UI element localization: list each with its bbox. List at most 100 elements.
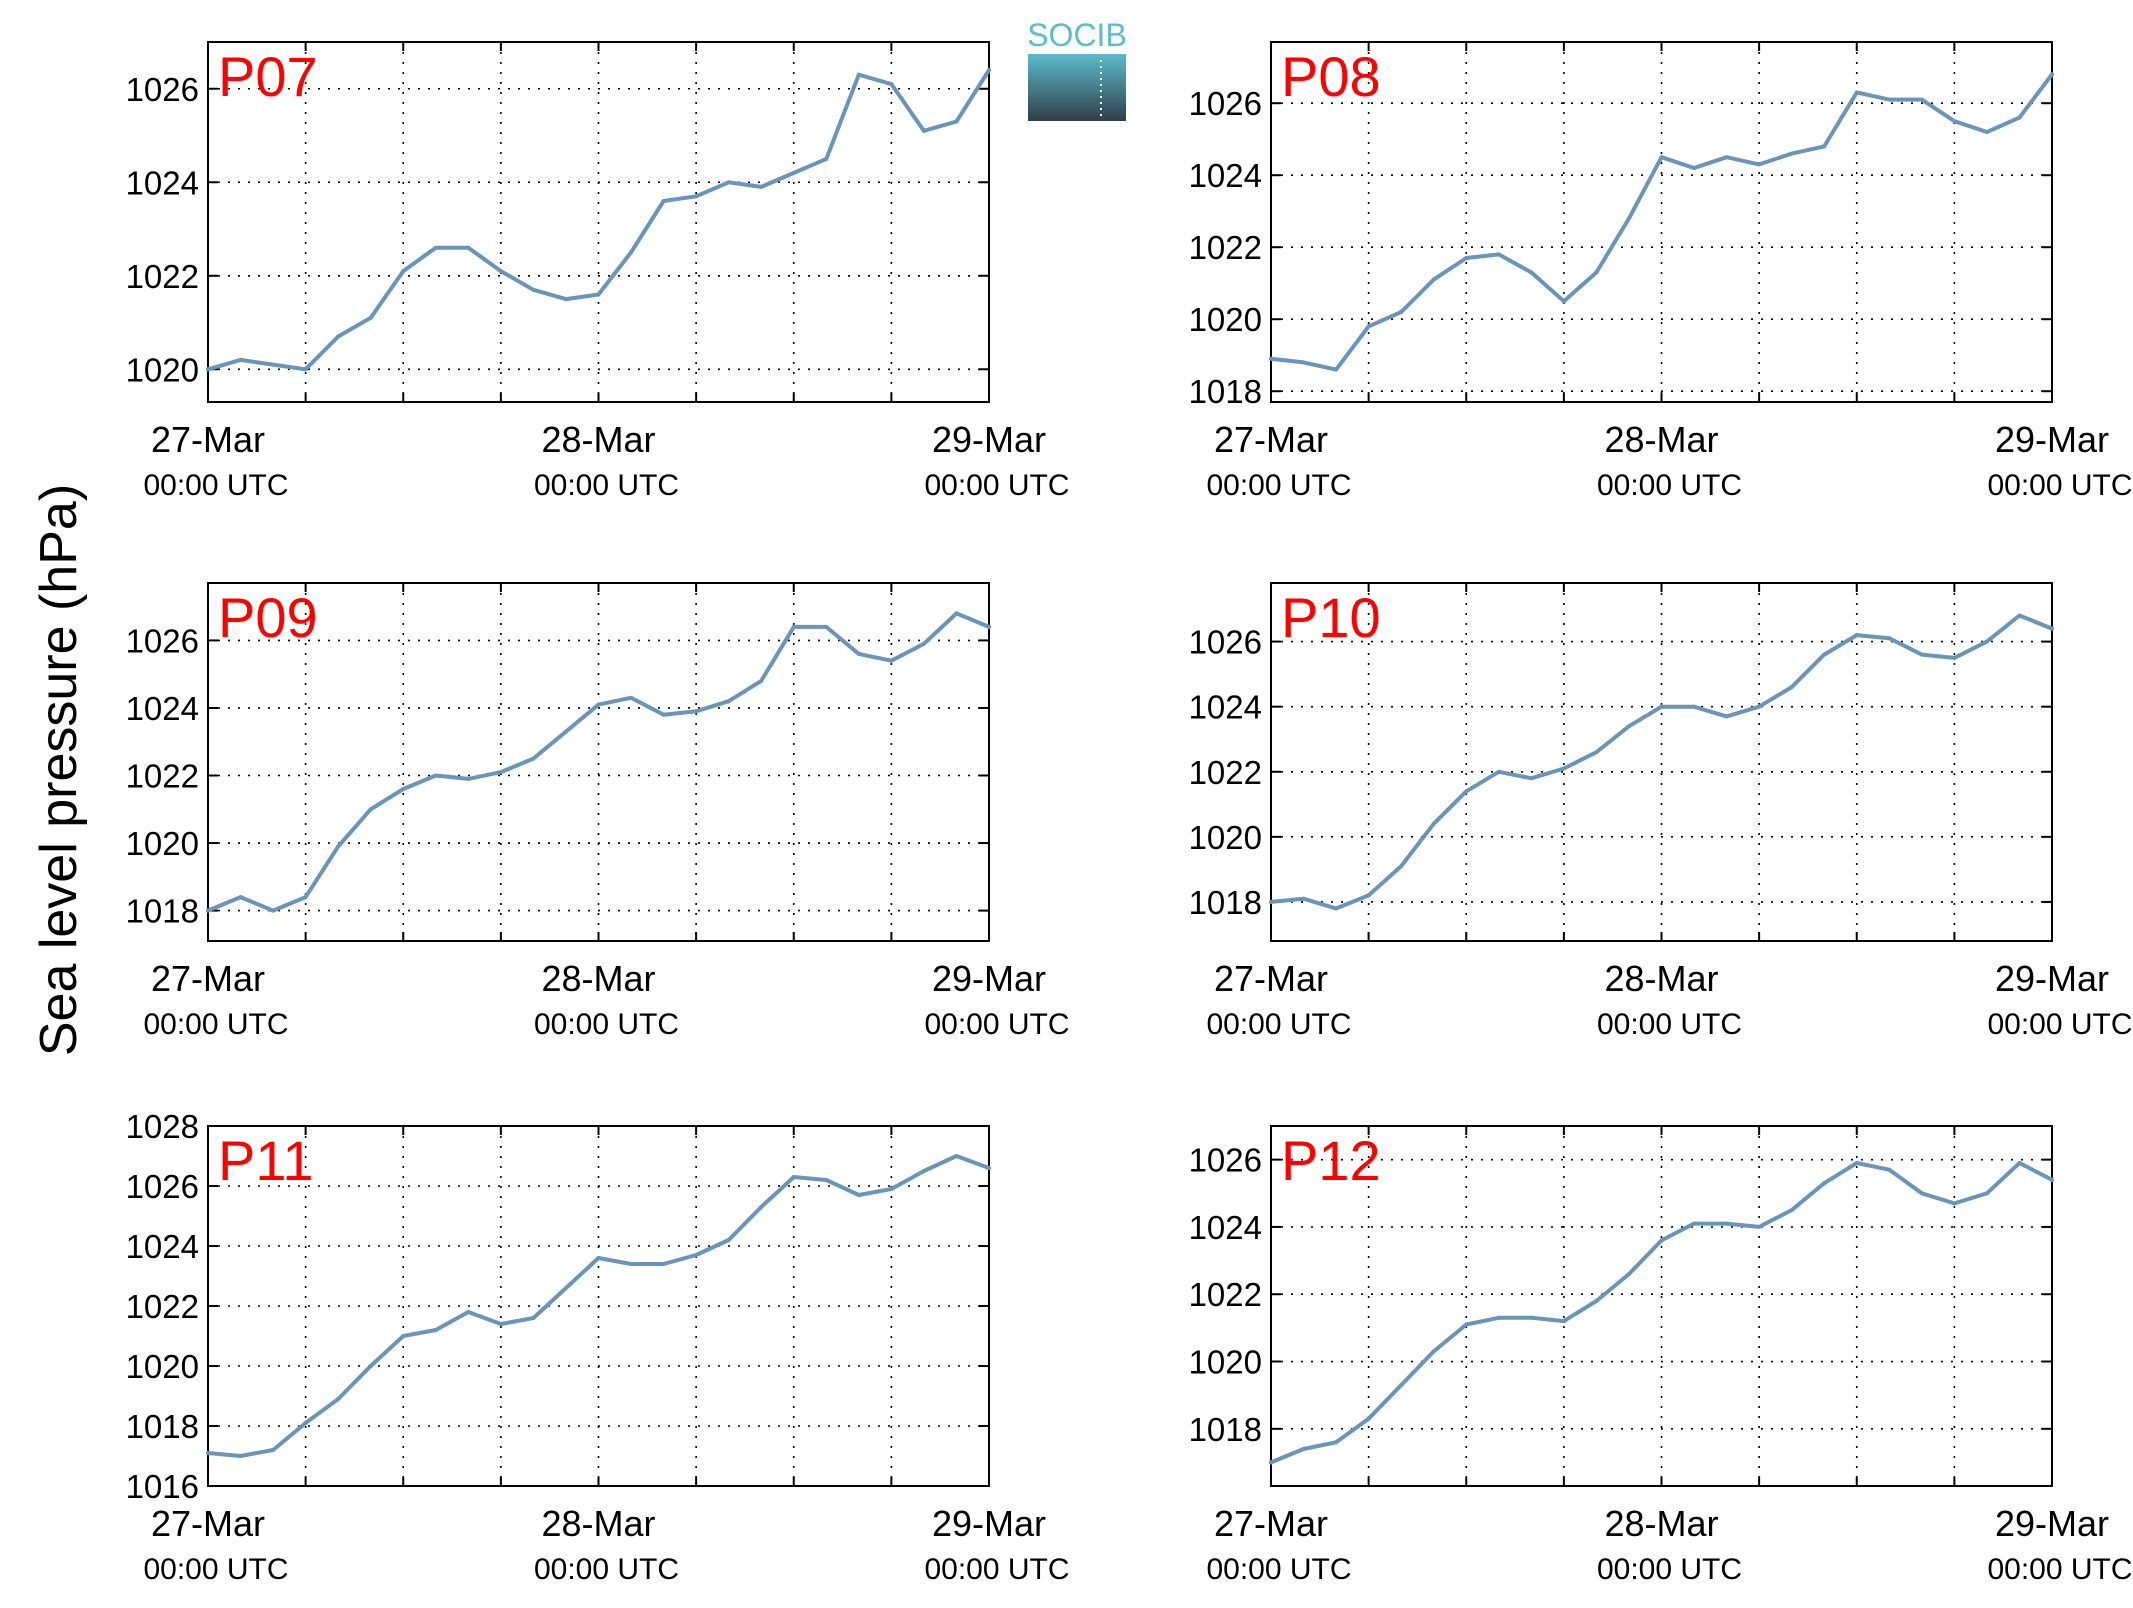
data-point <box>1334 1440 1339 1445</box>
x-tick-date-label: 27-Mar <box>1214 1503 1328 1544</box>
logo-text: SOCIB <box>1027 17 1127 53</box>
station-label: P12 <box>1281 1129 1381 1192</box>
data-point <box>498 269 503 274</box>
data-point <box>1561 766 1566 771</box>
y-tick-label: 1016 <box>126 1468 199 1505</box>
chart-panel: 1018 1020 1022 1024 1026 P08 27-Mar 00:00 UTC 28… <box>1189 41 2133 502</box>
data-point <box>1431 1349 1436 1354</box>
data-point <box>2017 115 2022 120</box>
y-tick-label: 1026 <box>126 1168 199 1205</box>
data-point <box>694 194 699 199</box>
data-point <box>1366 893 1371 898</box>
data-point <box>661 712 666 717</box>
chart-panel: 1018 1020 1022 1024 1026 P12 27-Mar 00:00 UTC 28… <box>1189 1125 2133 1586</box>
y-tick-label: 1018 <box>1189 1411 1262 1448</box>
data-point <box>1626 1272 1631 1277</box>
socib-logo: SOCIB <box>1027 17 1127 121</box>
data-point <box>726 180 731 185</box>
x-tick-time-label: 00:00 UTC <box>1206 1008 1351 1041</box>
data-point <box>1919 1191 1924 1196</box>
y-tick-label: 1024 <box>126 1228 199 1265</box>
data-point <box>1822 144 1827 149</box>
x-tick-date-label: 28-Mar <box>541 419 655 460</box>
data-point <box>1724 155 1729 160</box>
y-tick-label: 1022 <box>1189 1276 1262 1313</box>
data-point <box>856 1193 861 1197</box>
logo-block <box>1028 54 1126 121</box>
y-tick-label: 1024 <box>126 690 199 727</box>
data-point <box>336 844 341 849</box>
x-tick-time-label: 00:00 UTC <box>924 469 1069 502</box>
y-tick-label: 1026 <box>126 71 199 108</box>
data-point <box>1984 130 1989 134</box>
data-point <box>921 641 926 646</box>
x-tick-time-label: 00:00 UTC <box>143 469 288 502</box>
data-point <box>1269 356 1273 361</box>
data-point <box>1529 1315 1534 1320</box>
data-point <box>271 908 276 913</box>
data-point <box>1789 151 1794 156</box>
data-point <box>206 1451 210 1455</box>
x-tick-date-label: 29-Mar <box>1995 419 2109 460</box>
data-point <box>1659 1238 1664 1243</box>
data-point <box>2050 72 2054 77</box>
data-point <box>2017 613 2022 618</box>
x-tick-date-label: 29-Mar <box>932 419 1046 460</box>
data-point <box>563 297 568 302</box>
data-point <box>1301 360 1306 365</box>
data-point <box>206 908 210 913</box>
x-tick-time-label: 00:00 UTC <box>534 1008 679 1041</box>
data-point <box>238 357 243 362</box>
data-point <box>1464 1322 1469 1327</box>
data-point <box>987 1166 991 1170</box>
data-point <box>1952 1201 1957 1206</box>
data-point <box>206 367 210 372</box>
x-tick-date-label: 29-Mar <box>1995 958 2109 999</box>
data-point <box>1789 1208 1794 1213</box>
data-point <box>1692 166 1697 170</box>
data-point <box>1659 155 1664 160</box>
data-point <box>2050 1177 2054 1182</box>
data-point <box>921 128 926 133</box>
data-point <box>1399 1383 1404 1388</box>
data-point <box>1659 704 1664 709</box>
station-label: P10 <box>1281 586 1381 649</box>
x-tick-date-label: 28-Mar <box>541 958 655 999</box>
y-tick-label: 1026 <box>126 622 199 659</box>
x-tick-time-label: 00:00 UTC <box>1987 469 2132 502</box>
y-tick-label: 1022 <box>1189 229 1262 266</box>
data-point <box>596 292 601 297</box>
data-point <box>1366 1416 1371 1421</box>
y-tick-label: 1022 <box>126 1288 199 1325</box>
data-point <box>759 1205 764 1209</box>
data-point <box>661 1262 666 1266</box>
data-point <box>1887 636 1892 641</box>
plot-frame <box>207 1125 990 1487</box>
data-point <box>531 756 536 761</box>
x-tick-time-label: 00:00 UTC <box>1597 469 1742 502</box>
data-point <box>271 1448 276 1452</box>
data-point <box>336 1397 341 1401</box>
data-point <box>368 315 373 320</box>
data-point <box>1757 704 1762 709</box>
x-tick-date-label: 29-Mar <box>932 1503 1046 1544</box>
y-tick-label: 1024 <box>1189 157 1262 194</box>
data-point <box>1724 1221 1729 1226</box>
data-point <box>661 198 666 203</box>
x-tick-date-label: 27-Mar <box>151 1503 265 1544</box>
data-point <box>759 184 764 189</box>
data-point <box>531 1316 536 1320</box>
data-point <box>433 773 438 778</box>
chart-panel: 1020 1022 1024 1026 P07 27-Mar 00:00 UTC 28-Mar… <box>126 41 1070 502</box>
chart-panel: 1018 1020 1022 1024 1026 P09 27-Mar 00:00 UTC 28… <box>126 582 1070 1041</box>
data-point <box>1724 714 1729 719</box>
data-point <box>1757 162 1762 167</box>
data-point <box>563 1286 568 1290</box>
data-point <box>1594 270 1599 275</box>
data-point <box>498 1322 503 1326</box>
data-point <box>271 362 276 367</box>
data-point <box>1626 724 1631 729</box>
data-point <box>1822 1181 1827 1186</box>
data-point <box>629 250 634 255</box>
x-tick-date-label: 28-Mar <box>541 1503 655 1544</box>
